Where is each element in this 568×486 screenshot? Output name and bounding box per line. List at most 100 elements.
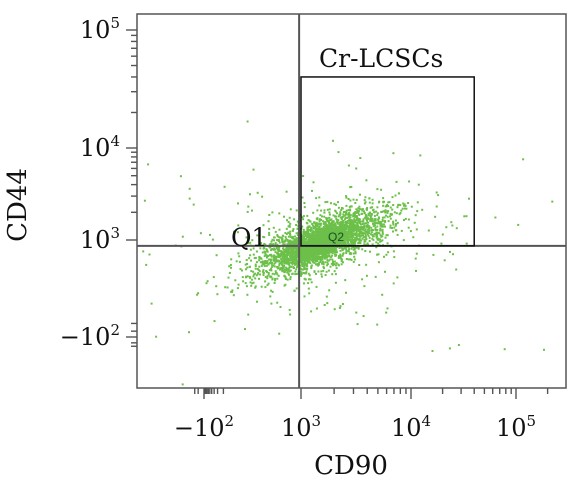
data-point bbox=[320, 275, 323, 278]
data-point bbox=[274, 242, 277, 244]
data-point bbox=[294, 259, 297, 261]
data-point bbox=[288, 273, 290, 276]
data-point bbox=[329, 265, 332, 268]
data-point bbox=[292, 243, 295, 246]
data-point bbox=[267, 282, 270, 285]
data-point bbox=[543, 348, 545, 351]
data-point bbox=[373, 219, 376, 222]
data-point bbox=[329, 258, 332, 261]
data-point bbox=[349, 199, 352, 202]
data-point bbox=[278, 256, 281, 259]
data-point bbox=[281, 250, 284, 253]
data-point bbox=[289, 259, 292, 262]
data-point bbox=[356, 211, 359, 214]
data-point bbox=[377, 216, 380, 219]
data-point bbox=[314, 250, 317, 253]
data-point bbox=[278, 248, 281, 251]
y-axis-ticks bbox=[126, 29, 137, 347]
data-point bbox=[322, 269, 325, 272]
data-point bbox=[437, 194, 440, 197]
data-point bbox=[262, 269, 265, 272]
data-point bbox=[291, 229, 294, 232]
data-point bbox=[332, 214, 335, 217]
data-point bbox=[296, 237, 299, 240]
data-point bbox=[324, 222, 327, 224]
data-point bbox=[359, 226, 362, 229]
data-point bbox=[364, 216, 367, 219]
data-point bbox=[377, 220, 380, 223]
data-point bbox=[383, 200, 385, 203]
data-point bbox=[295, 209, 298, 212]
data-point bbox=[322, 250, 325, 253]
data-point bbox=[255, 261, 258, 264]
data-point bbox=[245, 259, 248, 261]
data-point bbox=[358, 205, 361, 208]
data-point bbox=[306, 235, 309, 238]
data-point bbox=[382, 223, 385, 226]
data-point bbox=[377, 218, 380, 221]
data-point bbox=[273, 273, 276, 276]
data-point bbox=[280, 236, 283, 239]
data-point bbox=[303, 206, 306, 209]
data-point bbox=[407, 218, 410, 221]
data-point bbox=[246, 120, 249, 123]
data-point bbox=[262, 247, 265, 250]
data-point bbox=[381, 239, 384, 242]
data-point bbox=[388, 201, 391, 204]
data-point bbox=[323, 215, 326, 218]
data-point bbox=[403, 204, 405, 207]
data-point bbox=[320, 273, 323, 276]
data-point bbox=[354, 202, 357, 204]
data-point bbox=[313, 246, 316, 248]
data-point bbox=[347, 235, 350, 238]
data-point bbox=[305, 221, 308, 224]
data-point bbox=[269, 242, 272, 245]
data-point bbox=[326, 230, 329, 233]
data-point bbox=[285, 278, 287, 280]
data-point bbox=[357, 238, 360, 241]
data-point bbox=[326, 233, 329, 236]
data-point bbox=[328, 216, 331, 219]
data-point bbox=[310, 228, 313, 231]
data-point bbox=[333, 227, 336, 230]
data-point bbox=[354, 236, 357, 239]
data-point bbox=[148, 253, 151, 256]
data-point bbox=[328, 250, 331, 253]
data-point bbox=[311, 224, 314, 227]
data-point bbox=[287, 231, 290, 234]
data-point bbox=[341, 247, 344, 250]
data-point bbox=[302, 247, 305, 250]
data-point bbox=[343, 218, 346, 221]
data-point bbox=[296, 250, 298, 253]
data-point bbox=[328, 213, 331, 216]
data-point bbox=[275, 247, 278, 250]
data-point bbox=[280, 254, 283, 257]
data-point bbox=[319, 218, 321, 221]
data-point bbox=[269, 295, 272, 298]
data-point bbox=[392, 222, 395, 224]
data-point bbox=[343, 246, 346, 249]
data-point bbox=[282, 257, 285, 260]
data-point bbox=[329, 249, 332, 251]
data-point bbox=[339, 305, 342, 308]
tick-label: −102 bbox=[174, 412, 234, 442]
data-point bbox=[353, 243, 355, 246]
data-point bbox=[362, 315, 365, 318]
data-point bbox=[282, 243, 285, 246]
data-point bbox=[402, 202, 405, 205]
data-point bbox=[400, 229, 403, 232]
data-point bbox=[258, 277, 260, 280]
data-point bbox=[226, 286, 229, 289]
data-point bbox=[368, 201, 371, 204]
data-point bbox=[340, 232, 343, 235]
data-point bbox=[349, 258, 352, 261]
data-point bbox=[452, 253, 454, 256]
data-point bbox=[314, 229, 317, 231]
data-point bbox=[304, 248, 307, 251]
data-point bbox=[335, 262, 338, 265]
data-point bbox=[299, 270, 302, 273]
data-point bbox=[312, 230, 315, 233]
data-point bbox=[280, 250, 282, 253]
data-point bbox=[451, 224, 454, 227]
data-point bbox=[350, 221, 353, 224]
